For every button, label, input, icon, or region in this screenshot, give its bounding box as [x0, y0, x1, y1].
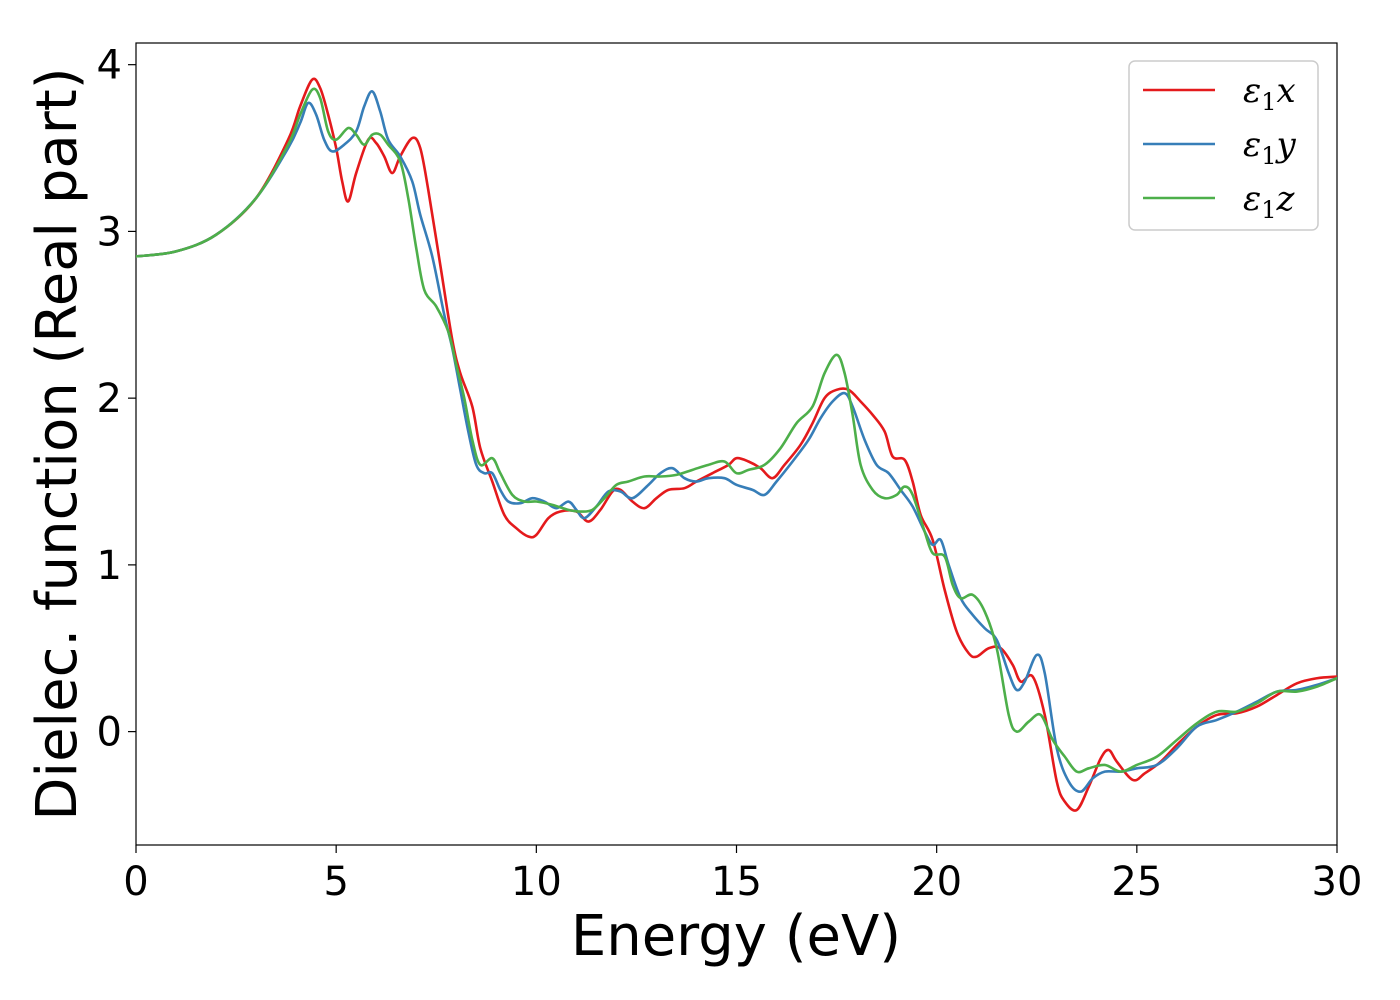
x-tick-label: 15	[711, 859, 762, 905]
y-tick-label: 2	[97, 376, 122, 422]
series-line-y	[136, 90, 1337, 793]
y-tick-label: 1	[97, 543, 122, 589]
legend-label-y: ε1y	[1243, 125, 1297, 170]
y-tick-label: 0	[97, 710, 122, 756]
y-axis-label: Dielec. function (Real part)	[25, 67, 90, 820]
series-line-z	[136, 87, 1337, 774]
y-tick-label: 4	[97, 43, 122, 89]
x-tick-label: 10	[511, 859, 562, 905]
y-axis: 0 1 2 3 4	[97, 43, 136, 756]
series-lines	[136, 77, 1337, 812]
x-tick-label: 30	[1312, 859, 1363, 905]
legend-label-z: ε1z	[1243, 179, 1296, 224]
x-tick-label: 0	[123, 859, 148, 905]
x-tick-label: 20	[911, 859, 962, 905]
legend-box	[1128, 60, 1319, 231]
x-axis: 0 5 10 15 20 25 30	[123, 845, 1362, 905]
legend-label-x: ε1x	[1243, 71, 1296, 116]
x-tick-label: 25	[1111, 859, 1162, 905]
y-tick-label: 3	[97, 209, 122, 255]
x-tick-label: 5	[323, 859, 348, 905]
legend: ε1x ε1y ε1z	[1128, 60, 1319, 231]
series-line-x	[136, 77, 1337, 812]
x-axis-label: Energy (eV)	[571, 904, 901, 969]
